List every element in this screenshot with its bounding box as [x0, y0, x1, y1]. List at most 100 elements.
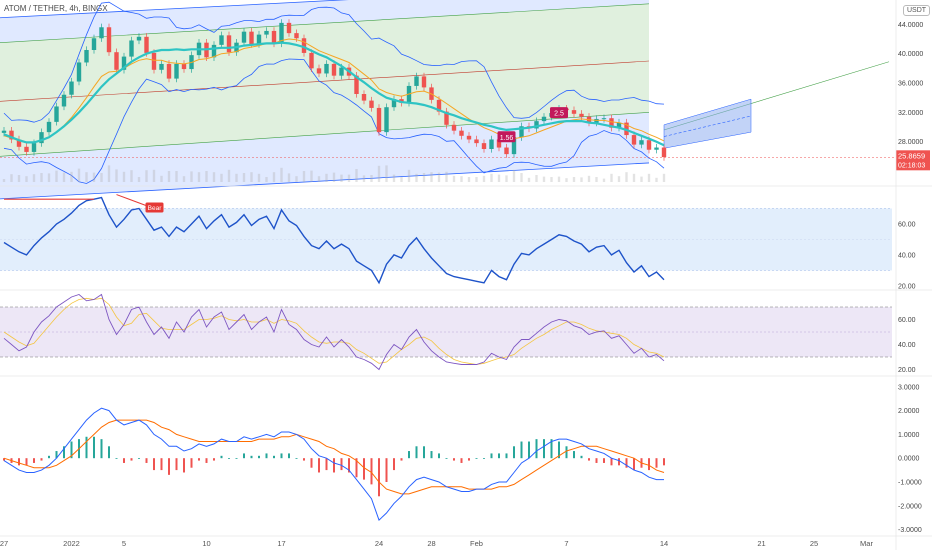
candle-body[interactable]	[331, 63, 337, 76]
candle-body[interactable]	[361, 94, 367, 101]
macd-panel[interactable]	[3, 407, 665, 521]
candle-body[interactable]	[654, 147, 659, 150]
candle-body[interactable]	[601, 118, 607, 120]
macd-histogram-bar	[198, 458, 200, 461]
macd-axis-label: -1.0000	[898, 480, 922, 487]
candle-body[interactable]	[534, 121, 539, 129]
candle-body[interactable]	[571, 110, 577, 114]
candle-body[interactable]	[121, 56, 127, 70]
candle-body[interactable]	[211, 44, 217, 58]
candle-body[interactable]	[166, 63, 172, 79]
candle-body[interactable]	[114, 52, 119, 70]
volume-bar	[122, 171, 126, 182]
candle-body[interactable]	[354, 75, 359, 94]
candle-body[interactable]	[39, 132, 44, 144]
candle-body[interactable]	[421, 76, 427, 88]
candle-body[interactable]	[24, 146, 29, 152]
candle-body[interactable]	[301, 38, 307, 53]
volume-bar	[242, 173, 246, 182]
candle-body[interactable]	[294, 33, 299, 39]
last-price-value: 25.8659	[898, 151, 925, 160]
candle-body[interactable]	[466, 135, 472, 140]
candle-body[interactable]	[84, 50, 89, 63]
candle-body[interactable]	[219, 35, 224, 45]
candle-body[interactable]	[136, 36, 142, 41]
macd-histogram-bar	[160, 458, 163, 471]
macd-histogram-bar	[528, 441, 530, 459]
candle-body[interactable]	[159, 63, 164, 70]
candle-body[interactable]	[609, 118, 614, 128]
candle-body[interactable]	[286, 22, 292, 34]
candle-body[interactable]	[264, 30, 269, 35]
candle-body[interactable]	[369, 100, 374, 108]
volume-bar	[347, 174, 351, 182]
volume-bar	[580, 177, 583, 182]
candle-body[interactable]	[646, 140, 652, 150]
candle-body[interactable]	[226, 35, 232, 53]
candle-body[interactable]	[579, 113, 584, 117]
candle-body[interactable]	[99, 27, 104, 39]
candle-body[interactable]	[91, 38, 97, 50]
candle-body[interactable]	[511, 137, 517, 155]
candle-body[interactable]	[106, 27, 112, 53]
volume-bar	[430, 172, 433, 182]
candle-body[interactable]	[54, 106, 59, 122]
candle-body[interactable]	[61, 94, 67, 107]
candle-body[interactable]	[496, 139, 502, 148]
candle-body[interactable]	[69, 81, 74, 95]
candle-body[interactable]	[151, 52, 157, 70]
macd-axis-label: -2.0000	[898, 503, 922, 510]
candle-body[interactable]	[46, 121, 52, 133]
candle-body[interactable]	[451, 124, 457, 131]
candle-body[interactable]	[31, 143, 37, 152]
volume-bar	[655, 177, 658, 182]
rsi-panel[interactable]: Bear	[0, 194, 892, 285]
candle-body[interactable]	[16, 139, 22, 147]
rsi-line[interactable]	[3, 196, 665, 285]
currency-button[interactable]: USDT	[903, 5, 931, 16]
candle-body[interactable]	[309, 52, 314, 69]
candle-body[interactable]	[9, 130, 14, 140]
volume-bar	[55, 170, 58, 182]
candle-body[interactable]	[339, 67, 344, 76]
candle-body[interactable]	[324, 63, 329, 74]
candle-body[interactable]	[376, 107, 382, 133]
candle-body[interactable]	[436, 99, 442, 112]
candle-body[interactable]	[249, 31, 254, 45]
candle-body[interactable]	[76, 62, 82, 82]
candle-body[interactable]	[444, 111, 449, 125]
candle-body[interactable]	[174, 63, 179, 79]
candle-body[interactable]	[181, 63, 187, 70]
stochastic-rsi-panel[interactable]	[0, 293, 892, 371]
candle-body[interactable]	[316, 68, 322, 74]
candle-body[interactable]	[639, 140, 644, 145]
candle-body[interactable]	[474, 139, 479, 144]
candle-body[interactable]	[481, 143, 487, 149]
candle-body[interactable]	[384, 107, 389, 133]
candle-body[interactable]	[631, 135, 637, 145]
macd-histogram-bar	[303, 458, 305, 461]
candle-body[interactable]	[414, 76, 419, 86]
stoch-k-line[interactable]	[3, 293, 665, 371]
candle-body[interactable]	[279, 22, 284, 44]
macd-histogram-bar	[40, 458, 43, 461]
candle-body[interactable]	[1, 130, 7, 133]
candle-body[interactable]	[541, 116, 547, 122]
candle-body[interactable]	[519, 126, 524, 138]
price-panel[interactable]: 1.56 2.5 25.8659 02:18:03	[0, 1, 930, 184]
price-label-box	[497, 131, 516, 143]
candle-body[interactable]	[459, 130, 464, 136]
candle-body[interactable]	[271, 30, 277, 44]
candle-body[interactable]	[256, 34, 262, 45]
candle-body[interactable]	[241, 31, 247, 43]
candle-body[interactable]	[489, 139, 494, 149]
candle-body[interactable]	[504, 147, 509, 155]
candle-body[interactable]	[144, 36, 149, 53]
candle-body[interactable]	[661, 147, 667, 158]
volume-bar	[400, 177, 403, 182]
candle-body[interactable]	[391, 99, 397, 108]
macd-line[interactable]	[3, 407, 664, 521]
candle-body[interactable]	[129, 40, 134, 57]
candle-body[interactable]	[616, 122, 622, 128]
